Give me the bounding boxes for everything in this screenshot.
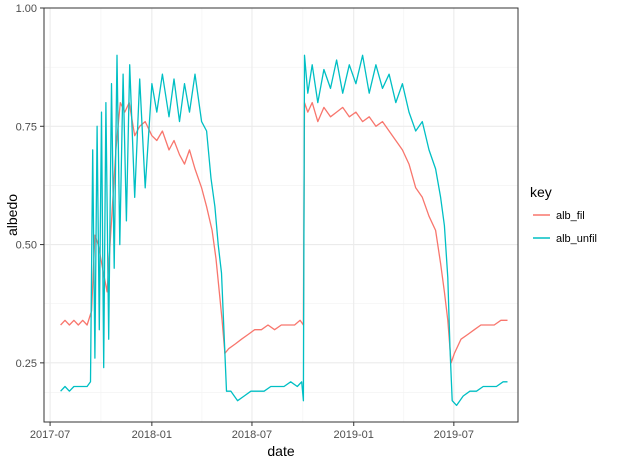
x-tick-label: 2018-07 (232, 429, 272, 441)
series-line-alb-fil (60, 101, 508, 364)
x-tick-label: 2019-07 (434, 429, 474, 441)
y-axis: 0.25 0.50 0.75 1.00 (16, 3, 44, 370)
x-tick-label: 2019-01 (334, 429, 374, 441)
series-layer (60, 54, 508, 407)
x-tick-label: 2017-07 (30, 429, 70, 441)
legend-items: alb_fil alb_unfil (533, 210, 597, 245)
y-tick-label: 0.25 (16, 358, 37, 370)
y-tick-label: 1.00 (16, 3, 37, 15)
series-line-alb-unfil (60, 54, 508, 407)
x-tick-label: 2018-01 (132, 429, 172, 441)
panel-border (43, 7, 519, 423)
x-axis: 2017-07 2018-01 2018-07 2019-01 2019-07 (30, 422, 474, 441)
y-tick-label: 0.50 (16, 240, 37, 252)
legend-title: key (530, 184, 552, 200)
legend-label-alb-unfil: alb_unfil (556, 233, 597, 245)
y-tick-label: 0.75 (16, 121, 37, 133)
x-axis-title: date (267, 443, 294, 459)
y-axis-title: albedo (4, 194, 20, 236)
legend-label-alb-fil: alb_fil (556, 210, 585, 222)
grid-major (44, 7, 518, 422)
legend: key alb_fil alb_unfil (530, 184, 597, 245)
